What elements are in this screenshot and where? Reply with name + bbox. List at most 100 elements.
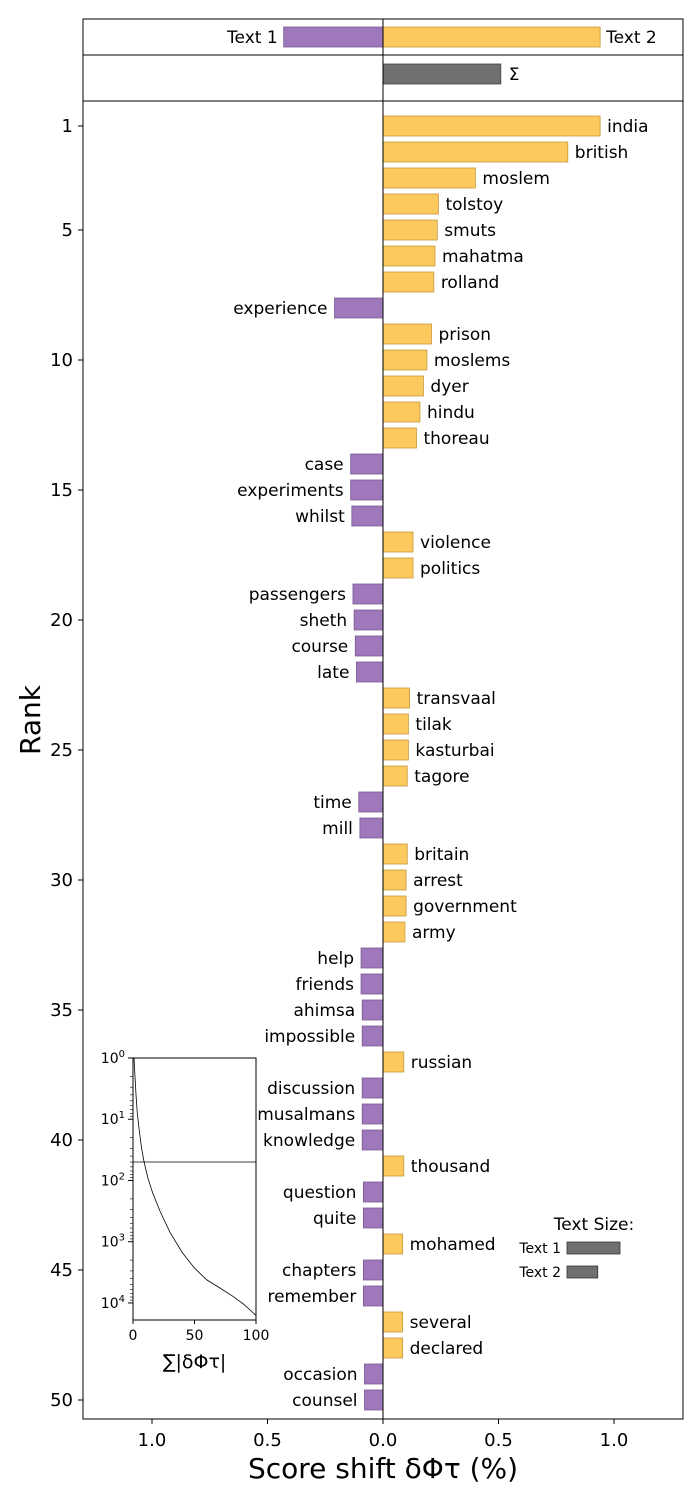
word-bar-smuts: [382, 219, 438, 241]
word-label-discussion: discussion: [267, 1079, 355, 1099]
word-bar-musalmans: [361, 1103, 384, 1125]
word-label-experiments: experiments: [237, 481, 344, 501]
inset-x-tick-label: 100: [243, 1328, 270, 1344]
word-bar-tolstoy: [382, 193, 439, 215]
word-label-remember: remember: [267, 1287, 356, 1307]
inset-y-tick-label: 104: [101, 1294, 125, 1312]
word-bar-politics: [382, 557, 414, 579]
word-bar-arrest: [382, 869, 407, 891]
header-label-text2: Text 2: [605, 28, 657, 48]
y-tick-label: 10: [50, 350, 73, 371]
y-tick-label: 25: [50, 740, 73, 761]
word-bar-russian: [382, 1051, 405, 1073]
word-label-several: several: [410, 1313, 472, 1333]
word-label-hindu: hindu: [427, 403, 475, 423]
y-tick-label: 35: [50, 1000, 73, 1021]
header-label-text1: Text 1: [226, 28, 278, 48]
word-label-late: late: [317, 663, 349, 683]
inset-x-tick-label: 50: [186, 1328, 204, 1344]
word-label-impossible: impossible: [264, 1027, 355, 1047]
bars-layer: india british moslem tolstoy smuts mahatma rol…: [233, 115, 649, 1411]
word-bar-several: [382, 1311, 404, 1333]
legend-entry-bar: [566, 1241, 621, 1255]
word-bar-tagore: [382, 765, 408, 787]
word-bar-passengers: [352, 583, 384, 605]
word-bar-mohamed: [382, 1233, 404, 1255]
inset-y-tick-label: 101: [101, 1110, 125, 1128]
inset-frame: [132, 1057, 257, 1321]
word-bar-mahatma: [382, 245, 436, 267]
word-bar-occasion: [364, 1363, 384, 1385]
word-bar-discussion: [361, 1077, 384, 1099]
word-label-help: help: [317, 949, 354, 969]
word-bar-knowledge: [361, 1129, 384, 1151]
word-label-government: government: [413, 897, 517, 917]
word-bar-british: [382, 141, 569, 163]
word-label-mohamed: mohamed: [410, 1235, 496, 1255]
word-bar-course: [354, 635, 384, 657]
inset-cumulative-curve: [133, 1057, 257, 1316]
word-label-experience: experience: [233, 299, 327, 319]
text-size-legend: Text Size: Text 1 Text 2: [518, 1215, 634, 1281]
word-label-transvaal: transvaal: [417, 689, 496, 709]
x-tick-label: 0.5: [253, 1430, 282, 1451]
y-tick-label: 20: [50, 610, 73, 631]
word-label-politics: politics: [420, 559, 480, 579]
header-bar-text1: [283, 26, 384, 48]
word-bar-time: [358, 791, 384, 813]
word-label-sheth: sheth: [300, 611, 348, 631]
word-bar-hindu: [382, 401, 421, 423]
y-tick-label: 1: [62, 116, 73, 137]
word-bar-prison: [382, 323, 432, 345]
word-bar-ahimsa: [361, 999, 384, 1021]
word-bar-dyer: [382, 375, 424, 397]
x-tick-label: 1.0: [138, 1430, 167, 1451]
word-label-british: british: [575, 143, 629, 163]
word-bar-late: [356, 661, 384, 683]
y-tick-label: 45: [50, 1260, 73, 1281]
x-tick-label: 1.0: [600, 1430, 629, 1451]
legend-entry-label: Text 2: [518, 1265, 561, 1281]
word-bar-remember: [362, 1285, 384, 1307]
word-bar-violence: [382, 531, 414, 553]
word-bar-friends: [360, 973, 384, 995]
word-bar-transvaal: [382, 687, 410, 709]
word-bar-sheth: [353, 609, 384, 631]
word-label-prison: prison: [439, 325, 492, 345]
word-bar-army: [382, 921, 406, 943]
word-bar-impossible: [361, 1025, 384, 1047]
word-label-occasion: occasion: [283, 1365, 357, 1385]
word-label-tilak: tilak: [415, 715, 452, 735]
word-bar-moslem: [382, 167, 476, 189]
word-bar-rolland: [382, 271, 435, 293]
word-label-arrest: arrest: [413, 871, 463, 891]
word-label-ahimsa: ahimsa: [293, 1001, 355, 1021]
word-label-quite: quite: [313, 1209, 356, 1229]
word-label-thousand: thousand: [411, 1157, 490, 1177]
word-label-army: army: [412, 923, 456, 943]
word-label-knowledge: knowledge: [263, 1131, 355, 1151]
inset-x-tick-label: 0: [129, 1328, 138, 1344]
word-bar-chapters: [362, 1259, 384, 1281]
word-bar-declared: [382, 1337, 404, 1359]
word-label-britain: britain: [414, 845, 469, 865]
word-label-course: course: [291, 637, 348, 657]
y-tick-label: 5: [62, 220, 73, 241]
word-bar-question: [362, 1181, 384, 1203]
word-label-moslem: moslem: [482, 169, 550, 189]
word-bar-government: [382, 895, 407, 917]
x-axis-title: Score shift δΦτ (%): [248, 1452, 518, 1485]
word-label-india: india: [607, 117, 648, 137]
legend-entry-label: Text 1: [518, 1241, 561, 1257]
y-tick-label: 15: [50, 480, 73, 501]
word-bar-whilst: [351, 505, 384, 527]
legend-entry-bar: [566, 1265, 599, 1279]
word-label-declared: declared: [410, 1339, 484, 1359]
word-label-moslems: moslems: [434, 351, 511, 371]
word-label-mill: mill: [322, 819, 353, 839]
word-label-mahatma: mahatma: [442, 247, 524, 267]
header-label-sum: Σ: [509, 65, 520, 85]
inset-y-tick-label: 100: [101, 1049, 125, 1067]
